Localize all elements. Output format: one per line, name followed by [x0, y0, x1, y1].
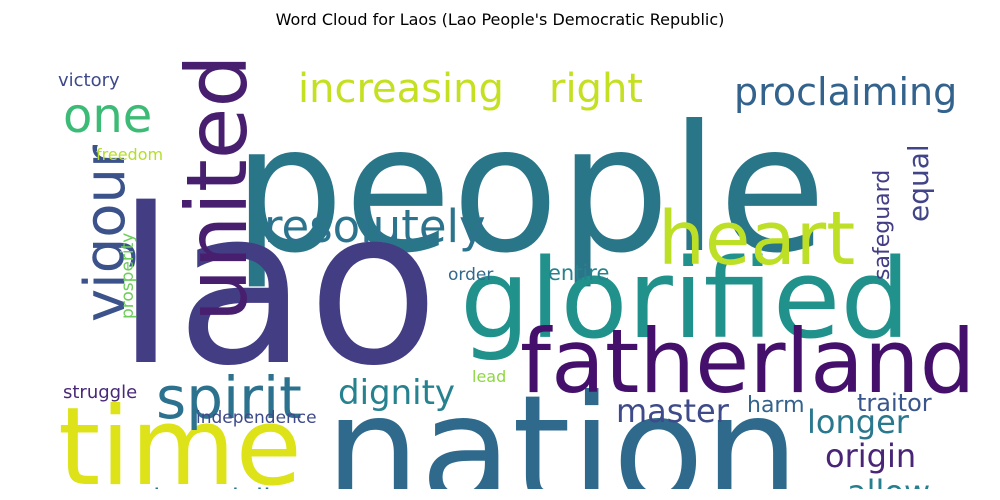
word-spirit: spirit — [156, 364, 302, 432]
word-lao: lao — [116, 162, 439, 413]
word-time: time — [58, 385, 302, 489]
word-safeguard: safeguard — [870, 170, 895, 280]
word-victory: victory — [58, 70, 120, 91]
word-fatherland: fatherland — [520, 310, 973, 413]
word-lead: lead — [472, 367, 506, 386]
word-right: right — [549, 66, 643, 112]
word-longer: longer — [807, 403, 910, 441]
word-cloud: people lao nation glorified fatherland time un… — [28, 32, 973, 489]
word-dignity: dignity — [338, 373, 455, 413]
word-prosperity: prosperity — [118, 233, 138, 319]
word-master: master — [616, 392, 730, 430]
word-united: united — [168, 54, 266, 322]
word-glorified: glorified — [460, 235, 910, 363]
word-entire: entire — [548, 261, 609, 285]
word-order: order — [448, 265, 493, 285]
word-nation: nation — [325, 364, 799, 489]
word-allow: allow — [847, 473, 930, 489]
word-heart: heart — [658, 196, 855, 282]
word-resolutely: resolutely — [264, 200, 486, 253]
word-people: people — [233, 89, 826, 292]
word-traitor: traitor — [857, 389, 932, 417]
word-independence: independence — [196, 408, 317, 428]
word-harm: harm — [747, 393, 805, 418]
word-origin: origin — [825, 437, 916, 475]
word-proclaiming: proclaiming — [734, 70, 957, 114]
word-struggle: struggle — [63, 382, 137, 403]
word-imperialist: imperialist — [153, 484, 295, 489]
word-freedom: freedom — [96, 145, 163, 164]
word-increasing: increasing — [298, 66, 504, 112]
word-one: one — [63, 88, 152, 144]
word-vigour: vigour — [73, 144, 138, 322]
word-equal: equal — [902, 144, 935, 222]
chart-title: Word Cloud for Laos (Lao People's Democr… — [275, 10, 725, 29]
